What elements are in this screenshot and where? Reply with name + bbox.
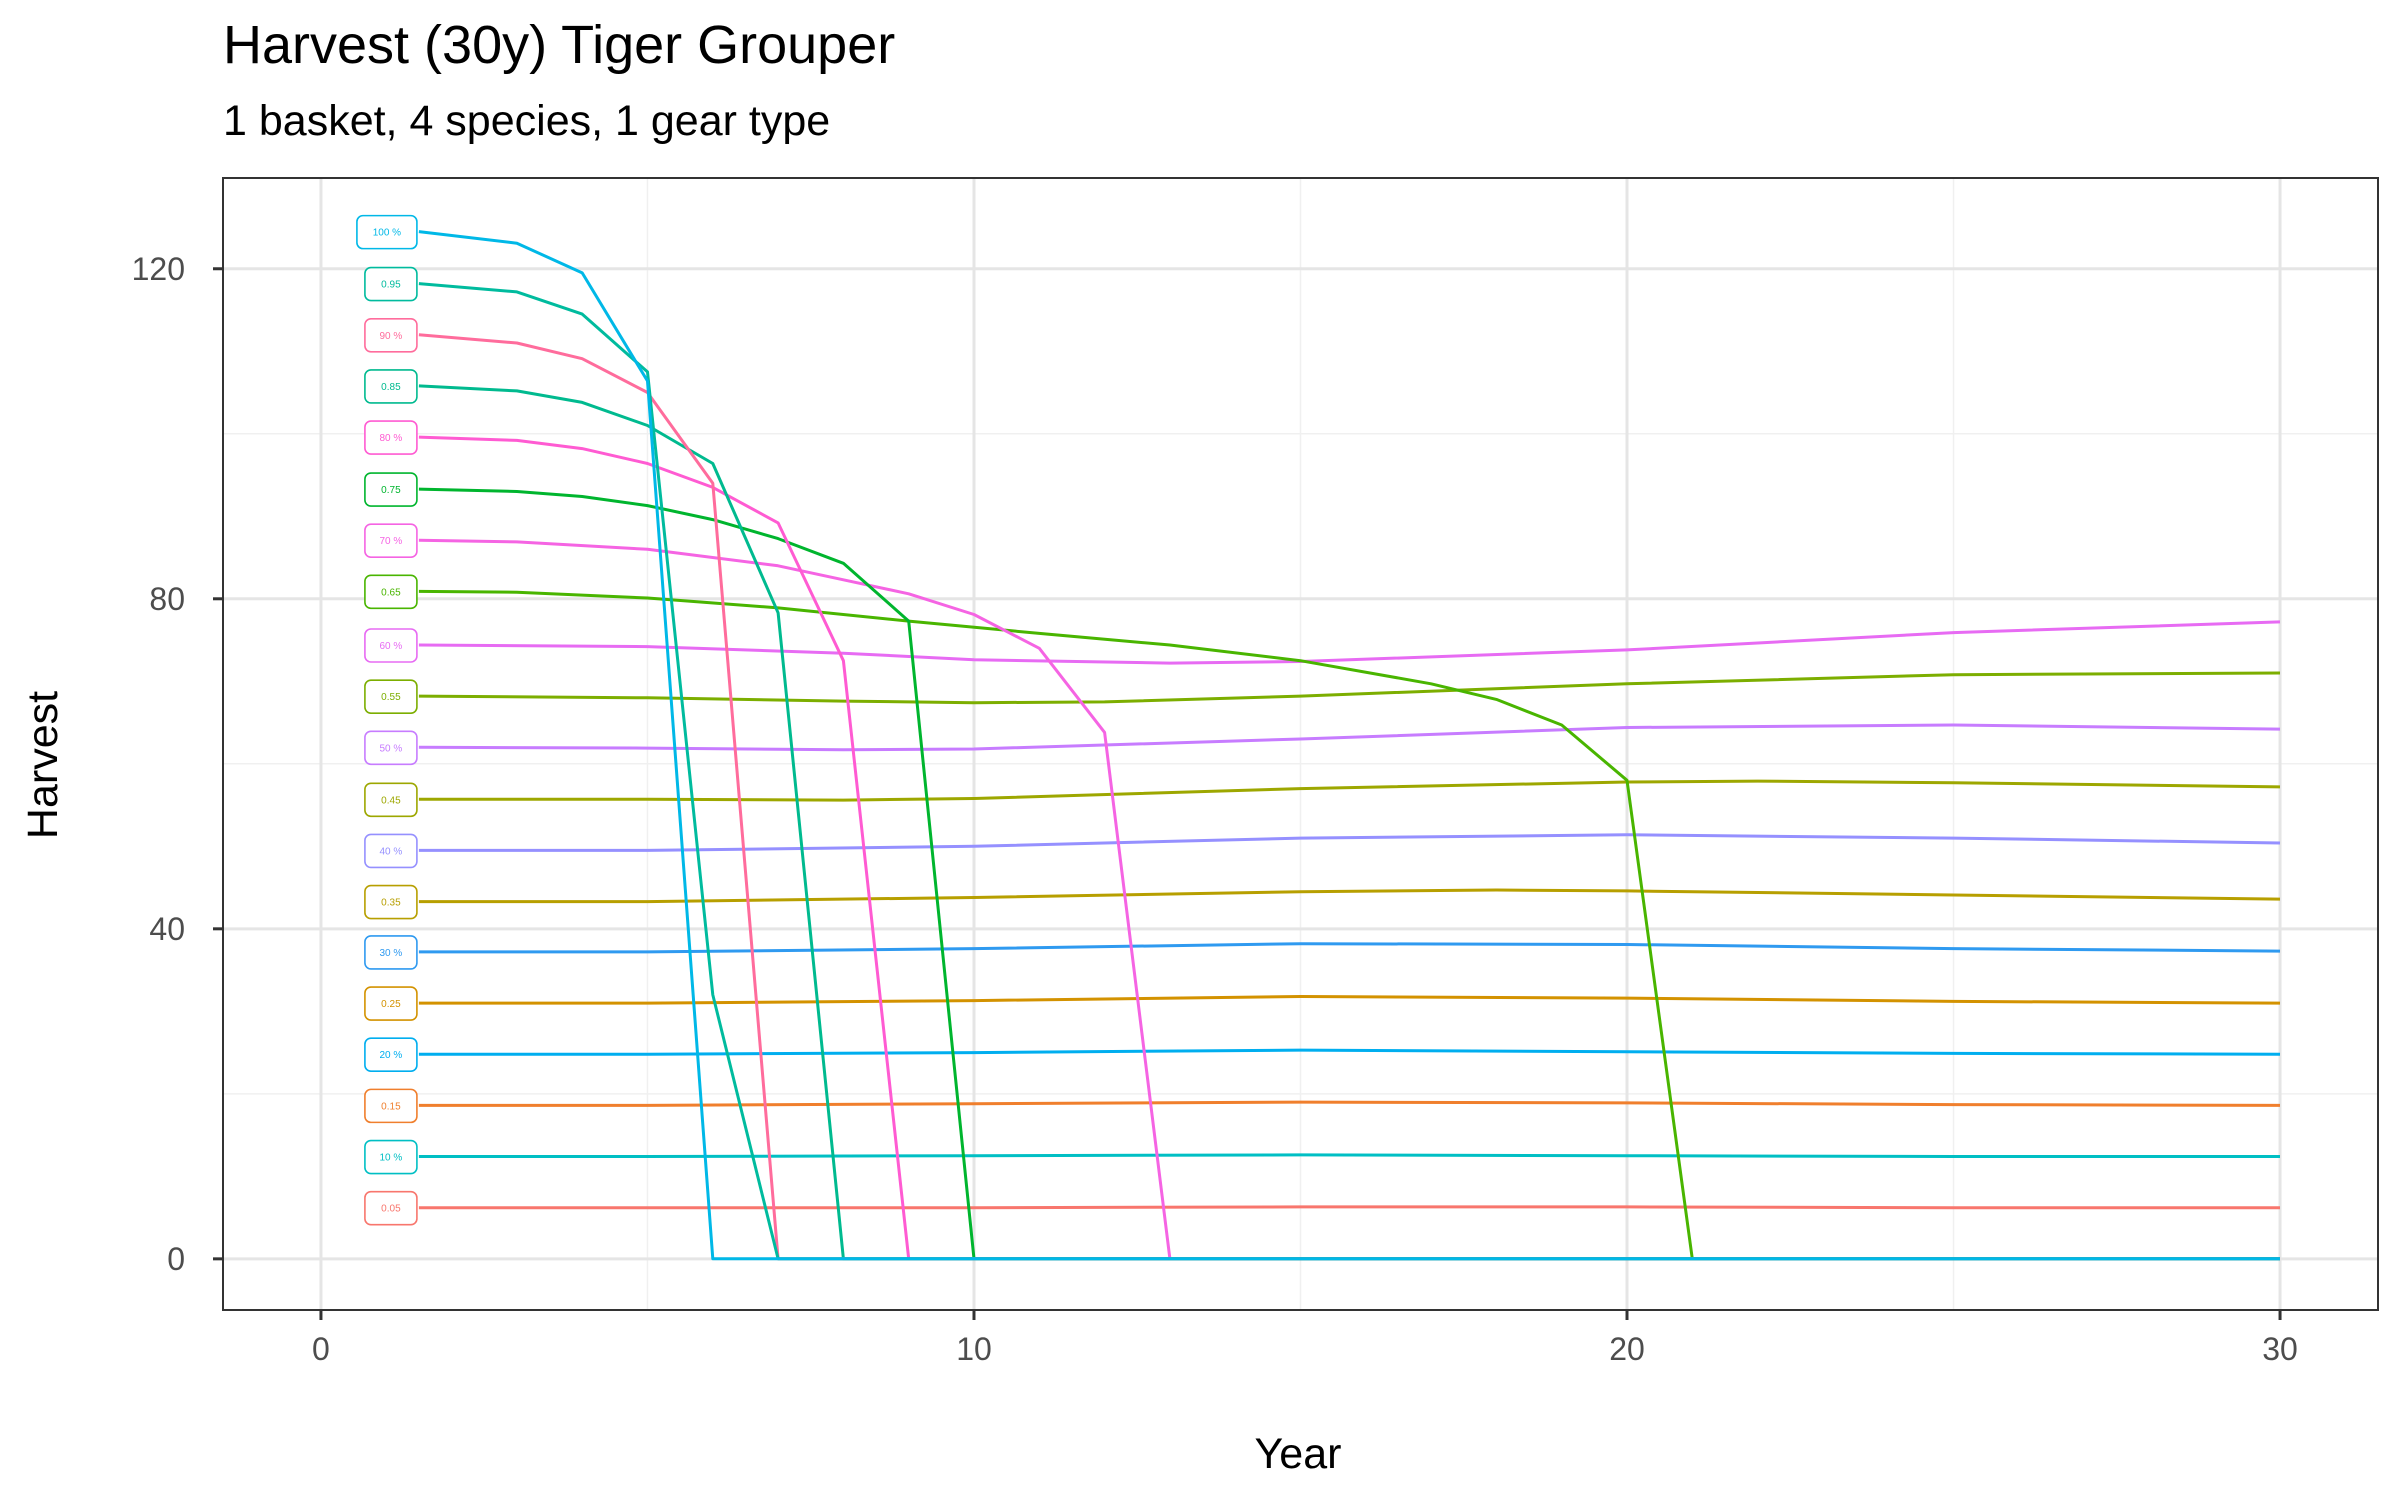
x-tick-label: 30 xyxy=(2262,1331,2298,1367)
series-label: 0.55 xyxy=(364,679,418,714)
series-line xyxy=(418,333,2280,1261)
series-label-box xyxy=(364,782,418,818)
series-label: 60 % xyxy=(364,628,418,663)
series-line xyxy=(418,942,2281,954)
series-label-text: 0.95 xyxy=(381,280,401,291)
series-lines xyxy=(418,230,2281,1261)
series-line xyxy=(418,282,2280,1261)
series-label: 0.85 xyxy=(364,369,418,404)
series-label-text: 20 % xyxy=(380,1050,403,1061)
series-label-text: 0.75 xyxy=(381,485,401,496)
series-label-text: 30 % xyxy=(380,948,403,959)
series-label-text: 0.85 xyxy=(381,382,401,393)
series-label: 30 % xyxy=(364,935,418,970)
series-label: 0.45 xyxy=(364,782,418,818)
series-line xyxy=(418,995,2281,1005)
chart-title: Harvest (30y) Tiger Grouper xyxy=(223,15,896,75)
series-label: 0.65 xyxy=(364,574,418,610)
series-label-text: 80 % xyxy=(380,433,403,444)
series-line xyxy=(418,888,2281,904)
axis-ticks xyxy=(213,267,2282,1320)
series-label-box xyxy=(356,214,418,250)
tick-labels: 0 10 20 30 0 40 80 120 xyxy=(132,251,2298,1367)
series-label-box xyxy=(364,986,418,1021)
series-label: 10 % xyxy=(364,1139,418,1175)
series-label-box xyxy=(364,317,418,353)
series-label-box xyxy=(364,472,418,507)
series-label-text: 70 % xyxy=(380,536,403,547)
series-label: 0.95 xyxy=(364,266,418,302)
series-line xyxy=(418,1205,2280,1210)
series-line xyxy=(418,1153,2280,1158)
series-label-box xyxy=(364,833,418,869)
series-line xyxy=(418,1100,2281,1107)
series-label: 70 % xyxy=(364,523,418,559)
minor-gridlines xyxy=(223,178,2378,1310)
series-line xyxy=(418,230,2280,1261)
series-label-box xyxy=(364,523,418,559)
series-label-box xyxy=(364,1190,418,1226)
series-line xyxy=(418,671,2281,705)
series-label-box xyxy=(364,1088,418,1124)
series-label-text: 40 % xyxy=(380,846,403,857)
x-tick-label: 10 xyxy=(956,1331,992,1367)
series-label: 0.15 xyxy=(364,1088,418,1124)
series-label-box xyxy=(364,266,418,302)
y-tick-label: 80 xyxy=(149,581,185,617)
y-axis-title: Harvest xyxy=(19,691,67,839)
series-label: 100 % xyxy=(356,214,418,250)
series-label-box xyxy=(364,1139,418,1175)
series-label-text: 0.05 xyxy=(381,1204,401,1215)
series-line xyxy=(418,620,2281,665)
series-line xyxy=(418,833,2281,852)
series-label: 20 % xyxy=(364,1037,418,1073)
series-label: 0.75 xyxy=(364,472,418,507)
series-labels: 0.05 10 % 0.15 20 % 0.25 30 % 0.35 40 % 0.45 50 %… xyxy=(356,214,418,1226)
series-label-text: 0.15 xyxy=(381,1101,401,1112)
series-label-box xyxy=(364,420,418,455)
series-label: 0.05 xyxy=(364,1190,418,1226)
series-label-text: 10 % xyxy=(380,1153,403,1164)
series-line xyxy=(418,487,2280,1261)
series-label: 90 % xyxy=(364,317,418,353)
series-label-text: 90 % xyxy=(380,331,403,342)
series-line xyxy=(418,723,2281,752)
series-label: 0.25 xyxy=(364,986,418,1021)
series-label-text: 0.45 xyxy=(381,795,401,806)
series-line xyxy=(418,1048,2281,1056)
series-label-box xyxy=(364,369,418,404)
series-label-box xyxy=(364,679,418,714)
series-label-box xyxy=(364,935,418,970)
series-label: 80 % xyxy=(364,420,418,455)
series-label-text: 0.25 xyxy=(381,999,401,1010)
series-label: 40 % xyxy=(364,833,418,869)
series-label-text: 60 % xyxy=(380,641,403,652)
series-label-box xyxy=(364,574,418,610)
series-label: 0.35 xyxy=(364,884,418,920)
series-label-text: 50 % xyxy=(380,743,403,754)
y-tick-label: 120 xyxy=(132,251,185,287)
x-axis-title: Year xyxy=(1255,1430,1342,1478)
series-label-text: 0.35 xyxy=(381,898,401,909)
x-tick-label: 0 xyxy=(312,1331,330,1367)
x-tick-label: 20 xyxy=(1609,1331,1645,1367)
series-label-text: 100 % xyxy=(373,228,401,239)
series-label-box xyxy=(364,884,418,920)
series-label-box xyxy=(364,730,418,766)
series-label-text: 0.65 xyxy=(381,587,401,598)
series-label-text: 0.55 xyxy=(381,692,401,703)
y-tick-label: 0 xyxy=(167,1241,185,1277)
y-tick-label: 40 xyxy=(149,911,185,947)
series-line xyxy=(418,589,2280,1261)
series-line xyxy=(418,779,2281,802)
series-label-box xyxy=(364,628,418,663)
series-label: 50 % xyxy=(364,730,418,766)
series-label-box xyxy=(364,1037,418,1073)
panel-border xyxy=(222,177,2379,1311)
chart-subtitle: 1 basket, 4 species, 1 gear type xyxy=(223,97,831,145)
